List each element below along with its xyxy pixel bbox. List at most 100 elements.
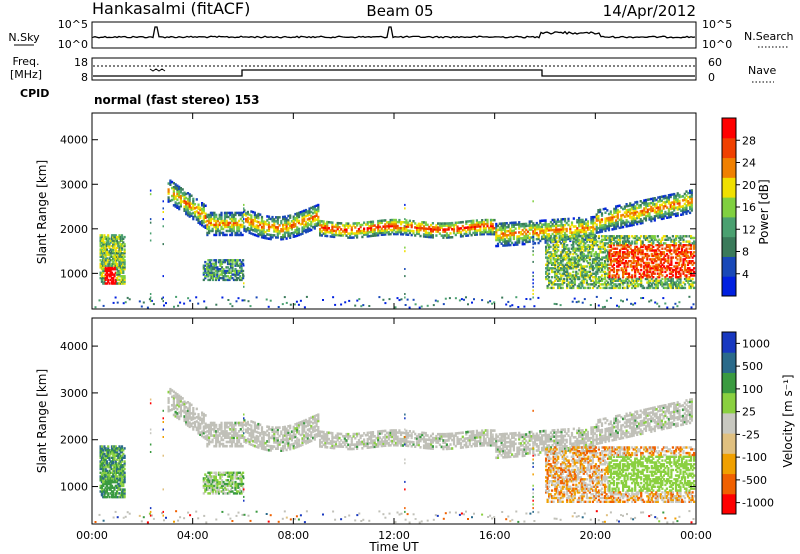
scatter-cell [186,206,190,209]
scatter-cell [650,277,653,281]
scatter-cell [590,216,593,219]
scatter-cell [324,232,327,236]
scatter-cell [587,249,590,252]
scatter-cell [616,244,619,247]
scatter-cell [578,244,581,247]
scatter-cell [491,232,494,236]
scatter-cell [608,272,611,275]
scatter-cell [297,211,301,215]
scatter-cell [623,238,626,241]
scatter-cell [607,228,611,232]
scatter-cell [107,235,110,239]
scatter-cell [378,219,382,223]
scatter-cell [114,282,117,285]
scatter-cell [623,235,626,238]
scatter-cell [110,264,114,267]
scatter-cell [685,279,688,282]
scatter-cell [671,244,674,247]
scatter-cell [211,434,214,437]
scatter-cell [208,215,211,219]
scatter-cell [174,396,177,399]
scatter-cell [656,286,659,290]
scatter-cell [188,410,191,414]
scatter-cell [442,236,445,239]
scatter-cell [553,228,556,232]
scatter-cell [262,439,265,442]
scatter-cell [467,226,470,229]
scatter-cell [408,219,411,223]
scatter-cell [611,224,614,227]
scatter-cell [463,232,466,236]
scatter-cell [532,222,535,225]
scatter-cell [313,225,316,228]
scatter-cell [688,235,691,238]
scatter-cell [670,276,673,279]
scatter-cell [576,276,579,279]
scatter-cell [149,239,152,242]
scatter-cell [626,286,629,290]
scatter-cell [332,296,335,299]
scatter-cell [231,260,234,264]
scatter-cell [671,286,674,290]
scatter-cell [646,272,649,275]
scatter-cell [219,276,222,280]
scatter-cell [682,254,685,258]
scatter-cell [677,240,681,243]
scatter-cell [103,280,106,283]
scatter-cell [641,252,644,256]
scatter-cell [246,216,249,220]
scatter-cell [646,267,649,270]
scatter-cell [310,214,313,218]
scatter-cell [560,254,563,258]
scatter-cell [641,251,644,254]
scatter-cell [681,213,685,216]
scatter-cell [400,222,403,226]
scatter-cell [382,233,385,236]
scatter-cell [120,248,124,251]
scatter-cell [658,268,661,272]
scatter-cell [557,258,560,261]
scatter-cell [209,215,212,219]
scatter-cell [217,269,220,273]
scatter-cell [592,229,595,233]
scatter-cell [260,426,264,429]
scatter-cell [620,260,623,263]
scatter-cell [222,231,225,235]
scatter-cell [605,254,608,258]
scatter-cell [552,263,555,266]
scatter-cell [677,247,681,250]
scatter-cell [655,283,658,286]
scatter-cell [117,241,120,244]
scatter-cell [110,282,114,285]
scatter-cell [205,268,208,271]
scatter-cell [509,239,512,243]
scatter-cell [664,276,667,279]
scatter-cell [247,300,250,303]
scatter-cell [557,270,560,274]
scatter-cell [518,231,521,234]
scatter-cell [278,232,281,235]
scatter-cell [685,247,688,250]
scatter-cell [432,304,435,307]
scatter-cell [371,232,375,235]
scatter-cell [273,228,276,231]
scatter-cell [597,254,600,258]
scatter-cell [230,430,234,433]
scatter-cell [209,211,212,215]
scatter-cell [255,226,258,229]
scatter-cell [551,252,554,256]
scatter-cell [549,252,552,256]
scatter-cell [123,280,126,283]
scatter-cell [404,203,406,206]
scatter-cell [267,215,271,218]
scatter-cell [438,222,441,225]
scatter-cell [575,261,578,265]
scatter-cell [239,444,242,448]
scatter-cell [601,306,604,309]
scatter-cell [640,279,643,282]
scatter-cell [363,221,366,224]
scatter-cell [119,266,122,269]
scatter-cell [117,273,120,276]
scatter-cell [223,211,227,215]
scatter-cell [689,203,692,207]
